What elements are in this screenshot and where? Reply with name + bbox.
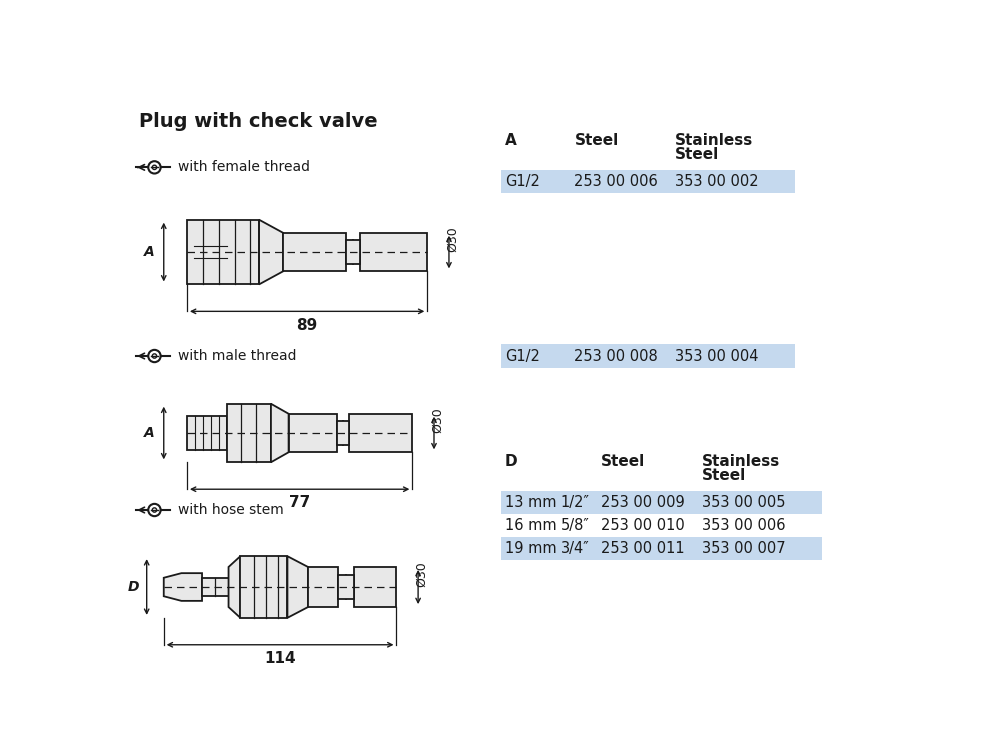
Text: 353 00 002: 353 00 002: [675, 174, 759, 189]
Text: with male thread: with male thread: [178, 349, 296, 363]
Bar: [187, 416, 227, 450]
Polygon shape: [287, 556, 308, 617]
Text: Stainless: Stainless: [702, 454, 780, 469]
Bar: [501, 169, 795, 193]
Bar: [501, 514, 822, 537]
Bar: [354, 567, 396, 607]
Text: 89: 89: [296, 318, 318, 333]
Text: Steel: Steel: [675, 147, 720, 162]
Text: Ø30: Ø30: [431, 407, 444, 433]
Bar: [240, 556, 287, 617]
Bar: [187, 220, 259, 285]
Polygon shape: [229, 556, 240, 617]
Polygon shape: [164, 573, 202, 601]
Text: A: A: [144, 245, 154, 259]
Text: 3/4″: 3/4″: [561, 541, 589, 556]
Bar: [283, 233, 346, 271]
Bar: [346, 239, 360, 264]
Text: with hose stem: with hose stem: [178, 503, 283, 517]
Text: with female thread: with female thread: [178, 160, 310, 175]
Text: 19 mm: 19 mm: [505, 541, 556, 556]
Bar: [349, 413, 412, 453]
Text: Stainless: Stainless: [675, 133, 754, 148]
Text: Steel: Steel: [702, 468, 746, 483]
Text: Steel: Steel: [601, 454, 645, 469]
Text: Ø30: Ø30: [415, 561, 428, 587]
Bar: [501, 537, 822, 560]
Text: G1/2: G1/2: [505, 174, 540, 189]
Text: 5/8″: 5/8″: [561, 518, 589, 533]
Bar: [227, 404, 271, 462]
Text: 77: 77: [289, 495, 310, 511]
Text: 253 00 009: 253 00 009: [601, 495, 685, 510]
Bar: [202, 578, 229, 596]
Text: 353 00 006: 353 00 006: [702, 518, 785, 533]
Text: 353 00 004: 353 00 004: [675, 349, 759, 364]
Bar: [338, 575, 354, 599]
Text: A: A: [144, 426, 154, 440]
Text: 16 mm: 16 mm: [505, 518, 556, 533]
Polygon shape: [259, 220, 283, 285]
Text: Steel: Steel: [574, 133, 619, 148]
Bar: [360, 233, 427, 271]
Text: D: D: [127, 580, 139, 594]
Text: A: A: [505, 133, 516, 148]
Text: 1/2″: 1/2″: [561, 495, 590, 510]
Text: D: D: [505, 454, 517, 469]
Text: 253 00 011: 253 00 011: [601, 541, 684, 556]
Text: 13 mm: 13 mm: [505, 495, 556, 510]
Polygon shape: [271, 404, 289, 462]
Text: G1/2: G1/2: [505, 349, 540, 364]
Text: 253 00 010: 253 00 010: [601, 518, 685, 533]
Bar: [501, 491, 822, 514]
Text: 114: 114: [264, 651, 296, 666]
Text: 353 00 005: 353 00 005: [702, 495, 785, 510]
Text: Plug with check valve: Plug with check valve: [139, 112, 378, 131]
Text: 353 00 007: 353 00 007: [702, 541, 785, 556]
Text: 253 00 006: 253 00 006: [574, 174, 658, 189]
Bar: [289, 413, 337, 453]
Bar: [501, 344, 795, 367]
Text: Ø30: Ø30: [446, 227, 459, 252]
Bar: [337, 422, 349, 444]
Text: 253 00 008: 253 00 008: [574, 349, 658, 364]
Bar: [308, 567, 338, 607]
